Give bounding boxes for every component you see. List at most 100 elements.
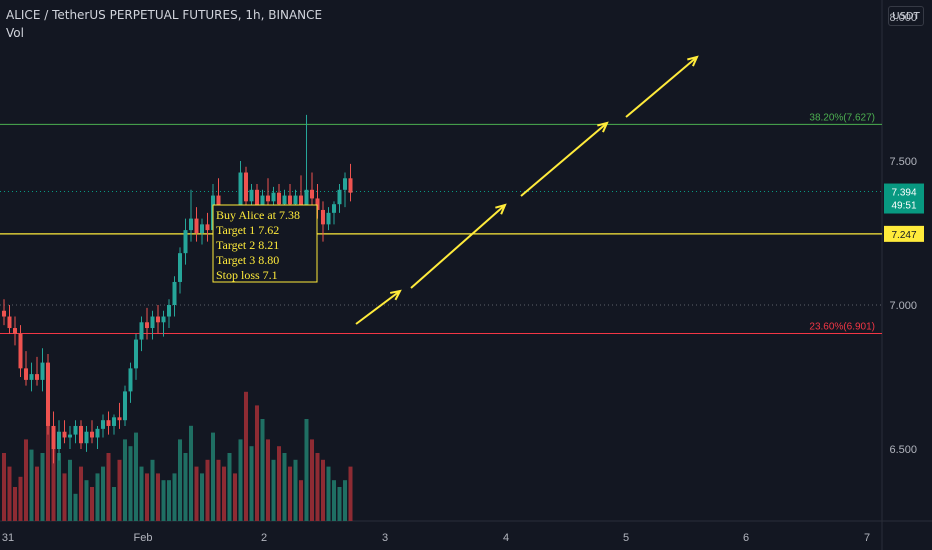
time-tick-label: 2	[261, 532, 267, 544]
candle-body[interactable]	[343, 178, 347, 190]
candle-body[interactable]	[161, 316, 166, 323]
candle-body[interactable]	[46, 362, 50, 426]
candle-body[interactable]	[293, 195, 298, 205]
candle-body[interactable]	[145, 322, 149, 329]
volume-bar	[189, 425, 193, 521]
candle-body[interactable]	[40, 362, 45, 380]
volume-bar	[200, 473, 204, 521]
candle-body[interactable]	[249, 189, 254, 202]
candle-body[interactable]	[123, 391, 127, 421]
candle-body[interactable]	[167, 305, 171, 317]
candle-body[interactable]	[117, 417, 122, 421]
projection-arrow[interactable]	[410, 204, 506, 289]
candle-body[interactable]	[101, 420, 105, 429]
candle-body[interactable]	[112, 417, 116, 426]
volume-bar	[255, 405, 259, 521]
volume-bar	[194, 466, 199, 521]
candle-body[interactable]	[79, 425, 83, 444]
candle-body[interactable]	[84, 431, 89, 444]
price-tick-label: 7.500	[889, 156, 917, 168]
candle-body[interactable]	[332, 204, 336, 213]
candle-body[interactable]	[73, 425, 78, 435]
candle-body[interactable]	[29, 374, 34, 380]
currency-button[interactable]: USDT	[888, 6, 924, 26]
candle-body[interactable]	[337, 189, 342, 205]
volume-bar	[310, 439, 314, 521]
candle-body[interactable]	[13, 328, 17, 334]
volume-bar	[172, 473, 177, 521]
volume-bar	[216, 459, 221, 521]
price-tick-label: 8.000	[889, 12, 917, 24]
volume-bar	[178, 439, 182, 521]
volume-bar	[348, 466, 353, 521]
candle-body[interactable]	[62, 431, 67, 438]
arrow-head-icon	[597, 121, 609, 133]
candle-body[interactable]	[315, 198, 320, 210]
symbol-title[interactable]: ALICE / TetherUS PERPETUAL FUTURES, 1h, …	[6, 8, 323, 22]
volume-bar	[205, 459, 210, 521]
candle-body[interactable]	[310, 189, 314, 199]
candle-body[interactable]	[183, 230, 188, 254]
candle-body[interactable]	[68, 434, 72, 438]
projection-arrow[interactable]	[520, 122, 608, 197]
volume-bar	[244, 391, 248, 521]
volume-bar	[315, 453, 320, 521]
volume-bar	[68, 459, 72, 521]
candle-body[interactable]	[35, 374, 39, 380]
candle-body[interactable]	[156, 316, 160, 323]
candle-body[interactable]	[238, 172, 243, 236]
volume-bar	[156, 473, 160, 521]
volume-indicator-label[interactable]: Vol	[6, 26, 24, 40]
candle-body[interactable]	[271, 192, 276, 202]
candle-body[interactable]	[150, 316, 155, 329]
time-tick-label: Feb	[134, 532, 153, 544]
candle-body[interactable]	[172, 281, 177, 305]
annotation-box[interactable]	[212, 204, 318, 283]
time-tick-label: 6	[743, 532, 749, 544]
candle-body[interactable]	[51, 425, 56, 449]
candle-body[interactable]	[57, 431, 61, 449]
candle-body[interactable]	[2, 310, 6, 317]
candle-body[interactable]	[95, 428, 100, 438]
volume-bar	[211, 432, 215, 521]
candle-body[interactable]	[194, 218, 199, 233]
volume-bar	[57, 453, 61, 521]
projection-arrow[interactable]	[625, 56, 698, 118]
candle-body[interactable]	[7, 316, 12, 329]
candle-body[interactable]	[277, 192, 281, 205]
candle-body[interactable]	[24, 368, 28, 380]
volume-bar	[73, 493, 78, 521]
candle-body[interactable]	[244, 172, 248, 202]
candle-body[interactable]	[18, 333, 23, 369]
candle-body[interactable]	[321, 209, 325, 225]
chart-header: ALICE / TetherUS PERPETUAL FUTURES, 1h, …	[6, 8, 322, 40]
volume-bar	[277, 446, 281, 521]
candle-body[interactable]	[299, 195, 303, 208]
projection-arrow[interactable]	[355, 290, 401, 325]
time-tick-label: 3	[382, 532, 388, 544]
candle-body[interactable]	[90, 431, 94, 438]
volume-bar	[326, 466, 331, 521]
candle-body[interactable]	[205, 224, 210, 231]
candle-body[interactable]	[128, 368, 133, 392]
candle-body[interactable]	[304, 189, 309, 208]
candle-body[interactable]	[282, 195, 287, 205]
candle-body[interactable]	[134, 339, 138, 369]
candle-body[interactable]	[200, 224, 204, 233]
candle-body[interactable]	[189, 218, 193, 231]
volume-bar	[260, 419, 265, 521]
volume-bar	[321, 459, 325, 521]
volume-bar	[293, 459, 298, 521]
candle-body[interactable]	[139, 322, 144, 340]
candle-body[interactable]	[288, 195, 292, 205]
candle-body[interactable]	[266, 195, 270, 202]
candle-body[interactable]	[348, 178, 353, 193]
candle-body[interactable]	[326, 212, 331, 225]
last-price-label: 7.394	[891, 188, 916, 199]
candle-body[interactable]	[106, 420, 111, 426]
volume-bar	[299, 480, 303, 521]
volume-bar	[183, 453, 188, 521]
volume-bar	[51, 429, 56, 521]
candle-body[interactable]	[178, 253, 182, 282]
